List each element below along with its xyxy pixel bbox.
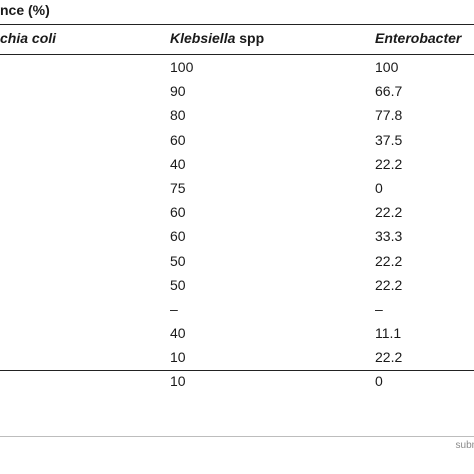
cell-enterobacter: 22.2 [375,349,403,366]
table-row: 60 33.3 [0,225,474,249]
footer-divider [0,436,474,437]
table-row: 10 22.2 [0,346,474,370]
cell-enterobacter: 77.8 [375,107,403,124]
cell-klebsiella: – [170,300,178,317]
cell-enterobacter: 33.3 [375,228,403,245]
cell-enterobacter: 22.2 [375,276,403,293]
cell-enterobacter: 22.2 [375,155,403,172]
cell-enterobacter: 0 [375,373,383,390]
cell-klebsiella: 10 [170,373,186,390]
cell-klebsiella: 60 [170,228,186,245]
table-row: 80 77.8 [0,104,474,128]
cell-klebsiella: 40 [170,325,186,342]
cell-klebsiella: 90 [170,83,186,100]
table-row: 90 66.7 [0,80,474,104]
column-header-klebsiella-spp: spp [235,30,265,46]
cell-klebsiella: 100 [170,59,194,75]
cell-enterobacter: – [375,300,383,317]
cell-enterobacter: 0 [375,179,383,196]
cell-klebsiella: 60 [170,204,186,221]
cell-klebsiella: 10 [170,349,186,366]
cell-enterobacter: 100 [375,59,399,75]
cell-klebsiella: 50 [170,252,186,269]
footer-text: subm [455,440,474,451]
cell-klebsiella: 60 [170,131,186,148]
table-body: 100 100 90 66.7 80 77.8 60 37.5 40 22.2 75 0 6… [0,56,474,395]
table-row: 40 11.1 [0,322,474,346]
table-row: 40 22.2 [0,153,474,177]
top-rule [0,24,474,25]
cell-klebsiella: 40 [170,155,186,172]
table-row: 100 100 [0,56,474,80]
table-row: 10 0 [0,370,474,394]
cell-klebsiella: 80 [170,107,186,124]
table-caption: nce (%) [0,2,50,18]
cell-klebsiella: 50 [170,276,186,293]
table-row: 60 22.2 [0,201,474,225]
cell-klebsiella: 75 [170,179,186,196]
column-header-enterobacter: Enterobacter [375,30,462,46]
table-row: – – [0,298,474,322]
table-row: 60 37.5 [0,129,474,153]
cell-enterobacter: 22.2 [375,204,403,221]
column-header-escherichia-coli: chia coli [0,30,57,46]
column-header-klebsiella: Klebsiella spp [170,30,264,46]
cell-enterobacter: 22.2 [375,252,403,269]
table-row: 50 22.2 [0,274,474,298]
header-rule [0,54,474,55]
table-row: 50 22.2 [0,250,474,274]
bottom-rule [0,370,474,371]
table-row: 75 0 [0,177,474,201]
cell-enterobacter: 11.1 [375,325,402,342]
column-header-klebsiella-genus: Klebsiella [170,30,236,46]
cell-enterobacter: 66.7 [375,83,403,100]
cell-enterobacter: 37.5 [375,131,403,148]
